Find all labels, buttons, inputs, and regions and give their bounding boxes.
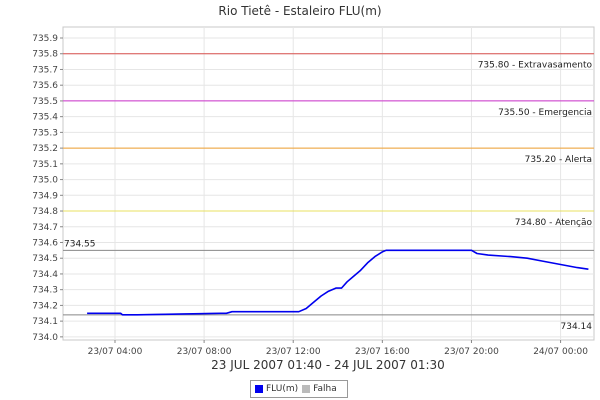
y-tick-label: 735.7	[32, 65, 58, 75]
legend-item-flu[interactable]: FLU(m)	[255, 384, 298, 394]
x-tick-label: 23/07 12:00	[266, 347, 321, 357]
y-tick-label: 735.0	[32, 176, 58, 186]
y-axis: 734.0 734.1 734.2 734.3 734.4 734.5 734.6 734.7…	[32, 34, 63, 343]
x-tick-label: 24/07 00:00	[533, 347, 588, 357]
legend: FLU(m) Falha	[250, 380, 348, 398]
y-tick-label: 735.6	[32, 81, 58, 91]
y-tick-label: 734.6	[32, 238, 58, 248]
date-range-label: 23 JUL 2007 01:40 - 24 JUL 2007 01:30	[211, 358, 445, 372]
x-tick-label: 23/07 20:00	[444, 347, 499, 357]
y-tick-label: 734.1	[32, 317, 58, 327]
reference-line-label: 735.80 - Extravasamento	[478, 61, 593, 71]
y-tick-label: 735.4	[32, 113, 58, 123]
reference-line-label: 734.80 - Atenção	[515, 218, 593, 228]
y-tick-label: 735.5	[32, 97, 58, 107]
x-axis: 23/07 04:00 23/07 08:00 23/07 12:00 23/07 1…	[88, 340, 588, 357]
x-tick-label: 23/07 04:00	[88, 347, 143, 357]
series-layer	[87, 249, 589, 316]
legend-swatch-flu	[255, 385, 263, 393]
reference-line-label: 734.14	[561, 322, 593, 332]
plot-area	[62, 26, 595, 341]
y-tick-label: 735.3	[32, 128, 58, 138]
y-tick-label: 735.2	[32, 144, 58, 154]
y-tick-label: 735.1	[32, 160, 58, 170]
legend-item-falha[interactable]: Falha	[302, 384, 337, 394]
x-tick-label: 23/07 08:00	[177, 347, 232, 357]
reference-line-label: 734.55	[64, 239, 96, 249]
x-tick-label: 23/07 16:00	[355, 347, 410, 357]
y-tick-label: 734.4	[32, 270, 58, 280]
legend-label-falha: Falha	[313, 384, 337, 394]
y-tick-label: 734.8	[32, 207, 58, 217]
y-tick-label: 734.3	[32, 286, 58, 296]
y-tick-label: 734.2	[32, 301, 58, 311]
y-tick-label: 734.5	[32, 254, 58, 264]
reference-line-label: 735.50 - Emergencia	[498, 108, 592, 118]
y-tick-label: 735.8	[32, 50, 58, 60]
series-line-flu	[87, 249, 589, 316]
y-tick-label: 734.7	[32, 223, 58, 233]
y-tick-label: 735.9	[32, 34, 58, 44]
reference-lines: 735.80 - Extravasamento 735.50 - Emergenc…	[63, 53, 594, 332]
legend-label-flu: FLU(m)	[266, 384, 299, 394]
reference-line-label: 735.20 - Alerta	[525, 155, 592, 165]
y-tick-label: 734.9	[32, 191, 58, 201]
legend-swatch-falha	[302, 385, 311, 393]
y-tick-label: 734.0	[32, 333, 58, 343]
chart-title: Rio Tietê - Estaleiro FLU(m)	[218, 4, 381, 18]
